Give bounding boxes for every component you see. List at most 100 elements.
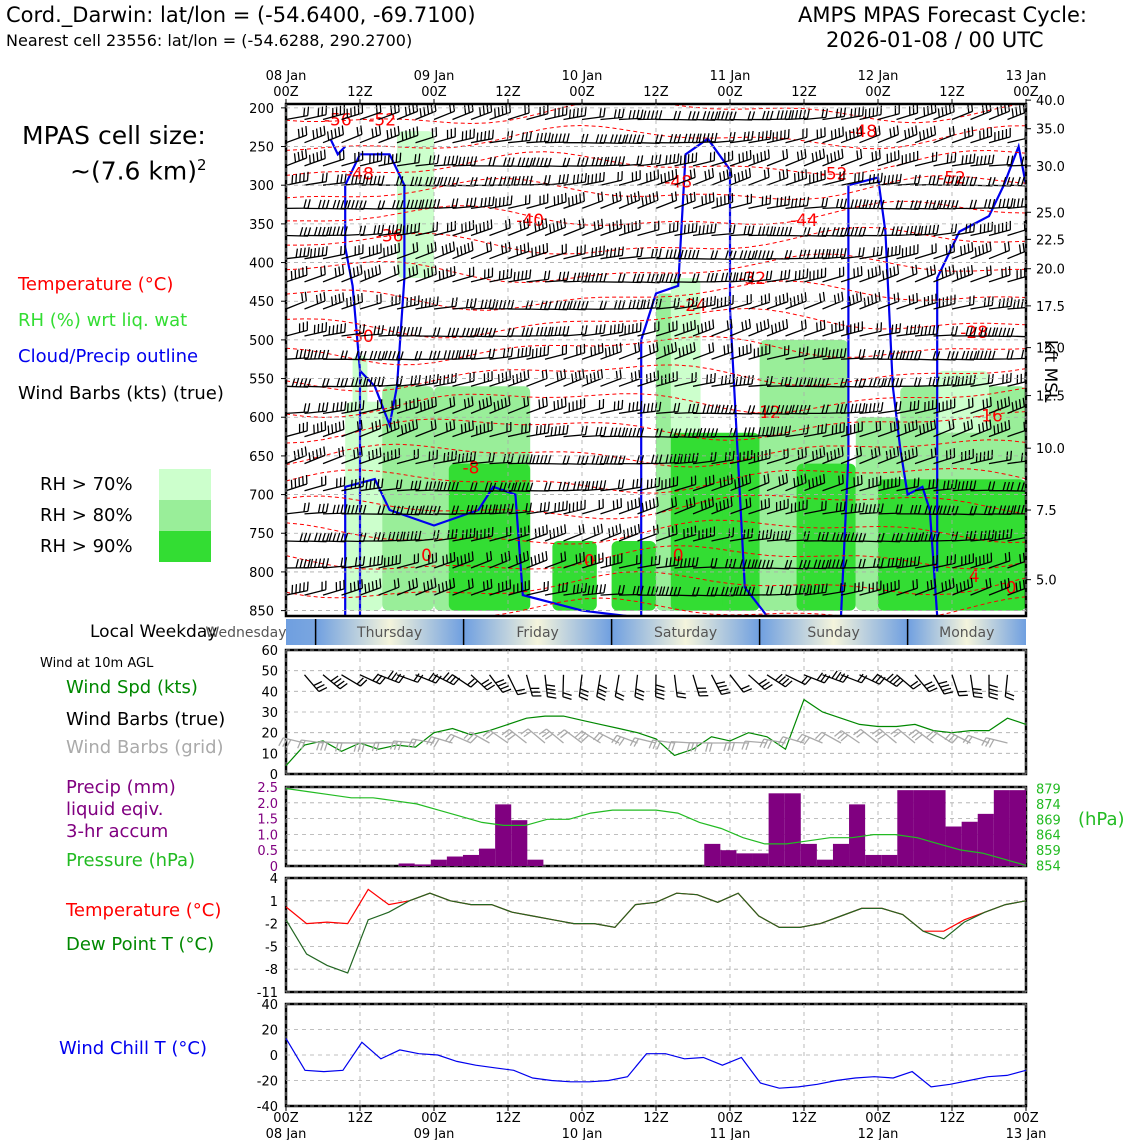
barb-1-27 xyxy=(452,128,475,144)
wind-barb-true-33 xyxy=(488,674,512,694)
barb-5-96 xyxy=(877,226,903,237)
barb-18-72 xyxy=(729,559,756,569)
barb-7-0 xyxy=(286,266,308,283)
barb-10-27 xyxy=(452,349,478,360)
barb-12-72 xyxy=(729,405,756,415)
barb-11-33 xyxy=(489,370,512,387)
pressure-tick-10: 700 xyxy=(249,489,274,504)
precip-bar-38 xyxy=(897,790,914,866)
precip-ytick-0: 0 xyxy=(270,860,278,875)
barb-2-81 xyxy=(785,148,807,167)
barb-18-78 xyxy=(766,559,793,570)
barb-3-51 xyxy=(600,171,623,186)
barb-14-15 xyxy=(378,448,401,465)
kft-tick-0: 40.0 xyxy=(1036,94,1065,109)
precip-bar-27 xyxy=(720,850,737,866)
barb-15-81 xyxy=(785,473,807,492)
barb-2-3 xyxy=(304,149,326,167)
legend-swatch-rh90 xyxy=(159,531,211,562)
barb-13-99 xyxy=(896,419,918,438)
barb-7-51 xyxy=(600,273,626,283)
barb-5-102 xyxy=(914,224,940,237)
wind-barb-true-102 xyxy=(914,674,938,693)
barb-7-84 xyxy=(803,267,827,283)
barb-3-75 xyxy=(748,168,770,186)
barb-19-87 xyxy=(822,582,846,596)
barb-14-33 xyxy=(489,453,514,465)
barb-14-75 xyxy=(748,449,771,465)
barb-12-99 xyxy=(896,400,920,415)
barb-1-102 xyxy=(914,125,937,144)
barb-6-24 xyxy=(433,241,456,260)
cloud-outline-0 xyxy=(344,153,406,616)
barb-7-3 xyxy=(304,265,326,283)
kft-tick-4: 22.5 xyxy=(1036,233,1065,248)
barb-4-114 xyxy=(988,198,1014,210)
barb-5-48 xyxy=(581,218,604,237)
barb-2-15 xyxy=(378,152,402,167)
barb-9-42 xyxy=(544,325,570,337)
barb-15-84 xyxy=(803,473,826,492)
barb-6-57 xyxy=(637,248,662,260)
barb-4-36 xyxy=(507,194,531,210)
barb-10-33 xyxy=(489,347,514,360)
barb-19-12 xyxy=(359,578,382,596)
wind-barb-true-3 xyxy=(304,674,328,693)
barb-0-42 xyxy=(544,105,568,121)
wind-barb-true-9 xyxy=(341,674,368,687)
barb-5-63 xyxy=(674,222,698,237)
barb-6-51 xyxy=(600,246,624,260)
barb-17-102 xyxy=(915,532,940,542)
barb-6-69 xyxy=(711,250,737,261)
barb-11-42 xyxy=(544,369,567,387)
barb-4-111 xyxy=(970,198,996,210)
barb-3-33 xyxy=(489,176,515,186)
pressure-tick-7: 550 xyxy=(249,373,274,388)
barb-4-108 xyxy=(951,199,978,210)
barb-8-102 xyxy=(914,293,937,310)
precip-bar-13 xyxy=(495,804,512,866)
barb-16-30 xyxy=(470,504,496,515)
barb-11-6 xyxy=(322,377,349,388)
barb-10-75 xyxy=(748,344,771,360)
barb-6-114 xyxy=(988,241,1011,260)
barb-18-105 xyxy=(933,554,957,569)
barb-14-69 xyxy=(711,450,735,465)
precip-bar-37 xyxy=(881,854,898,866)
barb-15-36 xyxy=(507,482,534,492)
barb-12-3 xyxy=(304,402,329,415)
barb-6-9 xyxy=(341,244,364,260)
barb-15-18 xyxy=(396,480,422,492)
barb-0-9 xyxy=(341,104,364,121)
barb-15-99 xyxy=(896,477,920,492)
barb-15-54 xyxy=(618,478,643,492)
barb-1-99 xyxy=(896,125,918,144)
barb-19-45 xyxy=(563,583,588,596)
barb-18-87 xyxy=(822,559,848,569)
wind-barb-true-81 xyxy=(785,674,812,686)
barb-19-93 xyxy=(859,580,882,596)
barb-10-72 xyxy=(729,343,752,360)
barb-9-12 xyxy=(359,325,385,337)
barb-7-87 xyxy=(822,266,845,283)
precip-bar-43 xyxy=(977,813,994,866)
barb-17-54 xyxy=(618,524,641,542)
barb-7-102 xyxy=(914,264,937,283)
barb-10-69 xyxy=(711,342,733,360)
barb-0-36 xyxy=(507,104,530,121)
barb-12-66 xyxy=(692,404,718,415)
precip-bar-42 xyxy=(961,821,978,866)
barb-2-51 xyxy=(600,156,626,167)
barb-4-3 xyxy=(304,199,330,210)
barb-12-96 xyxy=(877,401,902,415)
barb-9-39 xyxy=(526,326,552,337)
barb-16-0 xyxy=(286,502,310,515)
wind-barb-true-114 xyxy=(988,674,998,700)
barb-15-39 xyxy=(526,482,552,492)
barb-2-6 xyxy=(322,150,345,167)
temp-label-10: -44 xyxy=(790,211,818,231)
wind-10m-title: Wind at 10m AGL xyxy=(40,656,154,671)
barb-4-105 xyxy=(933,199,959,210)
label-wind-grid: Wind Barbs (grid) xyxy=(66,737,224,758)
pressure-tick-0: 200 xyxy=(249,102,274,117)
